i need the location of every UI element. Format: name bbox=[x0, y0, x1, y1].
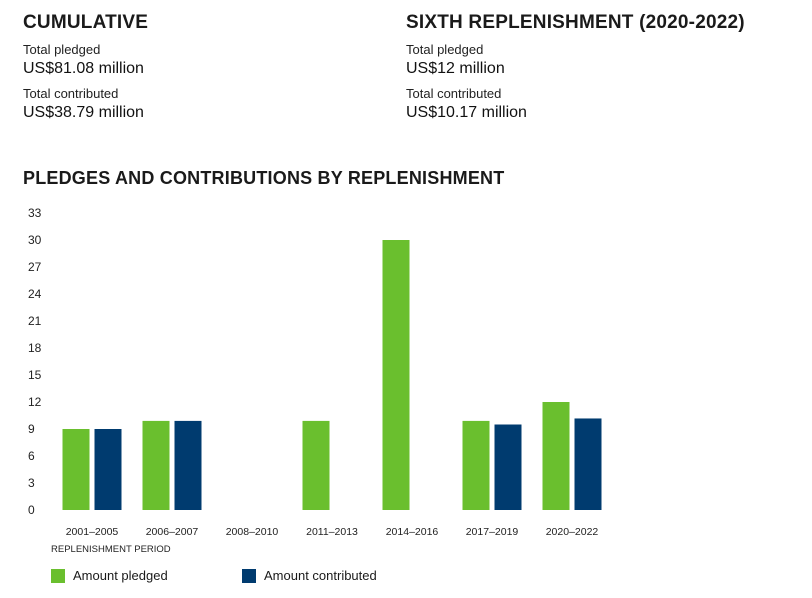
x-axis-title: REPLENISHMENT PERIOD bbox=[51, 544, 171, 555]
bar-contributed bbox=[94, 429, 122, 510]
x-tick-label: 2006–2007 bbox=[146, 526, 199, 538]
y-tick-label: 3 bbox=[28, 476, 35, 490]
legend-label-pledged: Amount pledged bbox=[73, 568, 168, 583]
bar-contributed bbox=[574, 418, 602, 510]
cumulative-heading: CUMULATIVE bbox=[23, 12, 149, 33]
chart-title: PLEDGES AND CONTRIBUTIONS BY REPLENISHME… bbox=[23, 168, 505, 188]
sixth-pledged-value: US$12 million bbox=[406, 60, 505, 77]
legend-swatch-contributed bbox=[242, 568, 256, 583]
bar-chart: 0 3 6 9 12 15 18 21 24 27 30 33 2001–2005 2006–2007 20… bbox=[28, 206, 602, 555]
cumulative-summary: CUMULATIVE Total pledged US$81.08 millio… bbox=[23, 12, 148, 130]
bar-pledged bbox=[462, 420, 490, 510]
sixth-contributed-label: Total contributed bbox=[406, 86, 502, 101]
x-tick-label: 2001–2005 bbox=[66, 526, 119, 538]
x-tick-label: 2017–2019 bbox=[466, 526, 519, 538]
sixth-replenishment-summary: SIXTH REPLENISHMENT (2020-2022) Total pl… bbox=[406, 12, 745, 130]
sixth-pledged-label: Total pledged bbox=[406, 42, 484, 57]
legend-item-pledged[interactable]: Amount pledged bbox=[51, 568, 168, 583]
y-tick-label: 12 bbox=[28, 395, 42, 409]
legend-item-contributed[interactable]: Amount contributed bbox=[242, 568, 377, 583]
x-tick-label: 2014–2016 bbox=[386, 526, 439, 538]
sixth-heading: SIXTH REPLENISHMENT (2020-2022) bbox=[406, 12, 745, 33]
bar-pledged bbox=[142, 420, 170, 510]
y-tick-label: 30 bbox=[28, 233, 42, 247]
cumulative-pledged-label: Total pledged bbox=[23, 42, 101, 57]
sixth-contributed-value: US$10.17 million bbox=[406, 104, 527, 121]
cumulative-contributed-value: US$38.79 million bbox=[23, 104, 144, 121]
y-tick-label: 18 bbox=[28, 341, 42, 355]
legend-label-contributed: Amount contributed bbox=[264, 568, 377, 583]
x-tick-label: 2008–2010 bbox=[226, 526, 279, 538]
legend-swatch-pledged bbox=[51, 568, 65, 583]
x-tick-label: 2020–2022 bbox=[546, 526, 599, 538]
cumulative-contributed-label: Total contributed bbox=[23, 86, 119, 101]
bar-pledged bbox=[542, 402, 570, 510]
y-tick-label: 6 bbox=[28, 449, 35, 463]
y-tick-label: 9 bbox=[28, 422, 35, 436]
y-tick-label: 24 bbox=[28, 287, 42, 301]
y-tick-label: 27 bbox=[28, 260, 42, 274]
bar-pledged bbox=[302, 420, 330, 510]
y-tick-label: 15 bbox=[28, 368, 42, 382]
y-tick-label: 33 bbox=[28, 206, 42, 220]
cumulative-pledged-value: US$81.08 million bbox=[23, 60, 144, 77]
x-tick-label: 2011–2013 bbox=[306, 526, 358, 538]
bar-contributed bbox=[174, 420, 202, 510]
y-tick-label: 21 bbox=[28, 314, 42, 328]
bar-pledged bbox=[382, 240, 410, 510]
bar-contributed bbox=[494, 424, 522, 510]
bar-pledged bbox=[62, 429, 90, 510]
y-tick-label: 0 bbox=[28, 503, 35, 517]
